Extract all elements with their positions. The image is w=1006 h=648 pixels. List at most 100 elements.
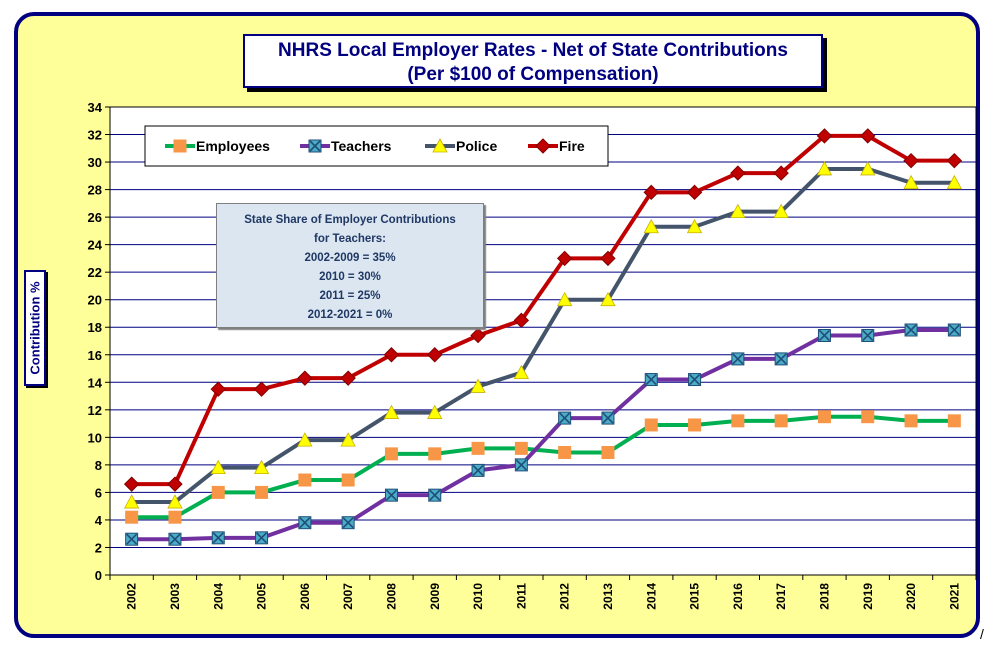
y-tick-label: 6 [95, 485, 102, 500]
annotation-line: State Share of Employer Contributions [244, 214, 456, 226]
data-point [947, 323, 961, 337]
data-point [255, 531, 269, 545]
data-point [383, 404, 400, 419]
legend-marker [535, 138, 551, 154]
chart-title-box: NHRS Local Employer Rates - Net of State… [243, 34, 823, 88]
plot-area [110, 107, 976, 575]
y-tick-label: 8 [95, 458, 102, 473]
data-point [125, 532, 139, 546]
data-point [731, 414, 745, 428]
data-point [903, 174, 919, 190]
x-tick-label: 2015 [688, 583, 702, 610]
y-tick-label: 32 [88, 128, 102, 143]
data-point [253, 381, 270, 397]
data-point [558, 411, 572, 425]
data-point [297, 370, 313, 386]
x-tick-label: 2021 [947, 583, 961, 610]
data-point [210, 381, 226, 397]
data-point [816, 128, 833, 144]
data-point [167, 476, 183, 492]
y-tick-label: 20 [88, 293, 102, 308]
marker-cross [862, 329, 874, 342]
x-tick-label: 2014 [644, 583, 658, 610]
chart-subtitle: (Per $100 of Compensation) [407, 64, 659, 85]
y-tick-label: 26 [88, 210, 102, 225]
legend-item: Fire [528, 138, 585, 154]
data-point [903, 152, 919, 169]
data-point [730, 203, 746, 219]
data-point [688, 373, 702, 387]
data-point [255, 485, 269, 499]
x-tick-label: 2018 [817, 583, 831, 610]
annotation-line: 2010 = 30% [319, 271, 381, 283]
data-point [643, 184, 659, 201]
legend-label: Fire [559, 138, 585, 154]
data-point [123, 494, 140, 509]
y-tick-label: 28 [88, 183, 102, 198]
marker-cross [732, 353, 744, 365]
annotation-line: 2002-2009 = 35% [304, 252, 396, 264]
marker-cross [212, 532, 224, 544]
data-point [513, 364, 530, 380]
data-point [123, 476, 140, 492]
data-point [774, 352, 788, 366]
data-point [688, 418, 702, 432]
data-point [556, 291, 573, 307]
data-point [601, 411, 615, 425]
legend-item: Employees [165, 138, 270, 154]
y-tick-label: 24 [88, 238, 103, 253]
x-tick-label: 2020 [904, 583, 918, 610]
y-tick-label: 22 [88, 265, 102, 280]
chart-title: NHRS Local Employer Rates - Net of State… [278, 40, 788, 61]
data-point [600, 291, 616, 307]
data-point [861, 410, 875, 424]
data-point [428, 488, 442, 502]
series-teachers [125, 323, 961, 546]
data-point [383, 347, 400, 363]
marker-cross [429, 489, 441, 501]
legend-item: Police [425, 138, 497, 154]
data-point [340, 370, 356, 386]
data-point [211, 531, 225, 545]
data-point [773, 203, 789, 219]
data-point [774, 414, 788, 428]
marker-cross [169, 533, 181, 545]
data-point [601, 445, 615, 459]
data-point [384, 488, 398, 502]
x-tick-label: 2009 [428, 583, 442, 610]
y-tick-label: 10 [88, 430, 102, 445]
data-point [340, 432, 356, 447]
data-point [514, 458, 528, 472]
data-point [427, 404, 443, 419]
series-employees [125, 410, 961, 524]
data-point [556, 250, 573, 267]
legend-marker [432, 138, 448, 153]
marker-cross [309, 140, 321, 152]
data-point [427, 347, 443, 363]
x-tick-label: 2006 [298, 583, 312, 610]
data-point [904, 323, 918, 337]
y-tick-label: 14 [88, 375, 103, 390]
series-line [131, 166, 955, 505]
series-police [123, 161, 963, 509]
x-tick-label: 2012 [558, 583, 572, 610]
y-tick-label: 34 [88, 100, 103, 115]
data-point [513, 312, 530, 329]
data-point [168, 510, 182, 524]
x-tick-label: 2011 [514, 583, 528, 609]
data-point [860, 128, 876, 144]
marker-cross [515, 459, 527, 471]
data-point [861, 328, 875, 342]
data-point [384, 447, 398, 461]
x-tick-label: 2010 [471, 583, 485, 610]
data-point [946, 174, 963, 190]
legend-item: Teachers [300, 138, 392, 154]
data-point [168, 532, 182, 546]
series-line [131, 133, 955, 487]
y-axis-label-box: Contribution % [24, 270, 46, 386]
data-point [686, 184, 703, 201]
data-point [904, 414, 918, 428]
y-axis-label: Contribution % [27, 281, 43, 375]
y-tick-label: 2 [95, 540, 102, 555]
